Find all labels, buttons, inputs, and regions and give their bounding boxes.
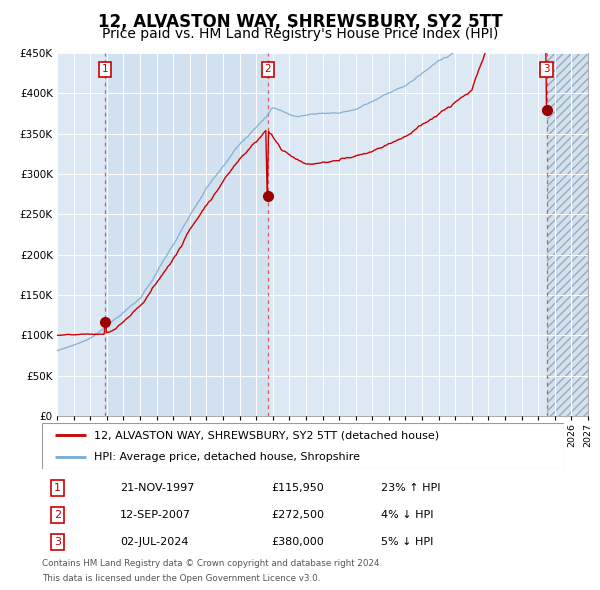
Text: 02-JUL-2024: 02-JUL-2024 <box>121 537 189 548</box>
Text: £115,950: £115,950 <box>272 483 325 493</box>
Text: £272,500: £272,500 <box>272 510 325 520</box>
Text: £380,000: £380,000 <box>272 537 325 548</box>
Text: 1: 1 <box>101 64 108 74</box>
Text: 12, ALVASTON WAY, SHREWSBURY, SY2 5TT (detached house): 12, ALVASTON WAY, SHREWSBURY, SY2 5TT (d… <box>94 431 439 441</box>
Bar <box>547 53 588 416</box>
Text: 3: 3 <box>54 537 61 548</box>
Bar <box>105 53 268 416</box>
Text: Contains HM Land Registry data © Crown copyright and database right 2024.: Contains HM Land Registry data © Crown c… <box>42 559 382 568</box>
Text: HPI: Average price, detached house, Shropshire: HPI: Average price, detached house, Shro… <box>94 451 360 461</box>
Text: 5% ↓ HPI: 5% ↓ HPI <box>382 537 434 548</box>
Text: Price paid vs. HM Land Registry's House Price Index (HPI): Price paid vs. HM Land Registry's House … <box>102 27 498 41</box>
Text: 4% ↓ HPI: 4% ↓ HPI <box>382 510 434 520</box>
Text: 2: 2 <box>54 510 61 520</box>
Text: 12, ALVASTON WAY, SHREWSBURY, SY2 5TT: 12, ALVASTON WAY, SHREWSBURY, SY2 5TT <box>98 13 502 31</box>
Text: 12-SEP-2007: 12-SEP-2007 <box>121 510 191 520</box>
Text: 2: 2 <box>265 64 271 74</box>
Text: 1: 1 <box>54 483 61 493</box>
Text: This data is licensed under the Open Government Licence v3.0.: This data is licensed under the Open Gov… <box>42 574 320 583</box>
Text: 23% ↑ HPI: 23% ↑ HPI <box>382 483 441 493</box>
Text: 21-NOV-1997: 21-NOV-1997 <box>121 483 194 493</box>
Bar <box>547 53 588 416</box>
FancyBboxPatch shape <box>42 423 564 469</box>
Text: 3: 3 <box>543 64 550 74</box>
